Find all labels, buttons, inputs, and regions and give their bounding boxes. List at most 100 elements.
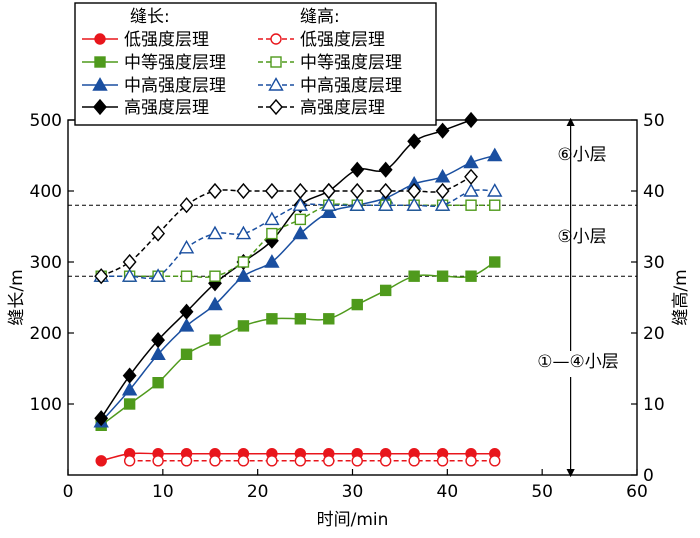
legend-item: 高强度层理 <box>82 98 209 118</box>
data-point <box>152 455 164 467</box>
data-point <box>321 197 337 211</box>
data-point <box>121 381 138 396</box>
data-point <box>408 270 420 282</box>
legend-group-length: 缝长: <box>130 7 170 27</box>
data-point <box>178 317 195 332</box>
data-point <box>179 197 194 214</box>
data-point <box>351 455 363 467</box>
y-right-tick-label: 20 <box>643 324 665 344</box>
y-left-tick-label: 300 <box>30 253 62 273</box>
data-point <box>180 455 193 467</box>
data-point <box>237 256 250 268</box>
y-right-tick-label: 30 <box>643 253 665 273</box>
axes-layer: 0 10 20 30 40 50 60 100 200 300 400 500 0 10 20 30 40 50 时… <box>7 111 691 530</box>
series-height-6 <box>93 183 503 282</box>
data-point <box>180 270 193 282</box>
data-point <box>465 199 477 211</box>
legend-label: 中高强度层理 <box>300 76 402 96</box>
legend-label: 中等强度层理 <box>124 53 226 73</box>
data-point <box>464 168 478 185</box>
data-point <box>378 182 393 200</box>
data-point <box>151 332 166 349</box>
x-tick-label: 0 <box>63 482 74 502</box>
series-height-4 <box>123 455 501 467</box>
series-height-5 <box>95 199 501 282</box>
series-line <box>101 189 495 280</box>
y-left-tick-label: 400 <box>30 182 62 202</box>
data-point <box>151 225 166 242</box>
data-point <box>377 197 394 211</box>
data-point <box>236 182 251 200</box>
data-point <box>349 197 365 211</box>
data-point <box>465 455 477 467</box>
legend-marker <box>94 56 106 68</box>
y-left-tick-label: 500 <box>30 111 62 131</box>
data-point <box>123 455 136 467</box>
data-point <box>237 455 250 467</box>
data-point <box>264 211 280 226</box>
data-point <box>264 254 280 268</box>
data-point <box>323 313 335 325</box>
legend-item: 低强度层理 <box>258 30 385 50</box>
data-point <box>94 410 109 427</box>
legend-item: 中等强度层理 <box>82 53 226 73</box>
zone-label-backdrop <box>522 351 634 377</box>
x-tick-label: 50 <box>531 482 553 502</box>
data-point <box>463 183 479 197</box>
y-right-tick-label: 40 <box>643 182 665 202</box>
data-point <box>207 225 223 240</box>
data-point <box>379 455 392 467</box>
data-point <box>180 348 193 360</box>
data-point <box>209 455 221 467</box>
data-point <box>123 398 136 410</box>
y-right-tick-label: 10 <box>643 395 665 415</box>
data-point <box>435 182 450 200</box>
data-point <box>406 197 422 211</box>
data-point <box>323 455 335 467</box>
data-point <box>207 296 223 311</box>
legend-item: 中高强度层理 <box>258 76 402 96</box>
legend-group-height: 缝高: <box>300 7 340 27</box>
legend-item: 中高强度层理 <box>82 76 226 96</box>
data-point <box>266 455 278 467</box>
legend-item: 中等强度层理 <box>258 53 402 73</box>
y-left-tick-label: 100 <box>30 395 62 415</box>
x-tick-label: 30 <box>342 482 364 502</box>
data-point <box>293 182 308 200</box>
data-point <box>122 367 137 384</box>
plot-frame <box>67 119 638 476</box>
legend-item: 高强度层理 <box>258 98 385 118</box>
legend-marker <box>92 77 108 91</box>
data-point <box>294 213 307 226</box>
data-point <box>208 182 222 200</box>
data-point <box>294 313 307 325</box>
y-left-tick-label: 200 <box>30 324 62 344</box>
legend-label: 高强度层理 <box>300 98 385 118</box>
data-point <box>209 334 221 346</box>
zone-label: ①—④小层 <box>537 352 618 372</box>
data-point <box>489 455 501 467</box>
data-point <box>95 455 107 467</box>
zone-label: ⑤小层 <box>557 227 606 247</box>
data-point <box>321 182 336 200</box>
data-point <box>178 239 195 254</box>
data-point <box>122 253 137 271</box>
data-point <box>487 183 503 197</box>
data-point <box>487 147 503 162</box>
legend-label: 中等强度层理 <box>300 53 402 73</box>
data-point <box>489 199 501 211</box>
legend-label: 中高强度层理 <box>124 76 226 96</box>
x-axis-title: 时间/min <box>317 510 389 530</box>
data-point <box>407 182 422 200</box>
legend-item: 低强度层理 <box>82 30 209 50</box>
legend-box <box>74 2 437 126</box>
series-line <box>100 119 472 419</box>
data-point <box>489 256 501 268</box>
annotation-layer: ⑥小层 ⑤小层 ①—④小层 <box>522 117 634 478</box>
data-point <box>435 122 450 139</box>
x-tick-label: 60 <box>626 482 648 502</box>
data-point <box>235 225 252 240</box>
